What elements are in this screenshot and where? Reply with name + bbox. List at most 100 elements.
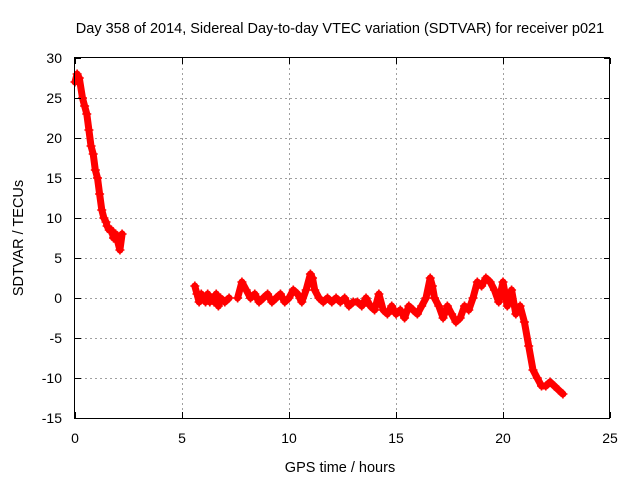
data-point <box>408 305 418 315</box>
data-point <box>101 217 111 227</box>
data-point <box>258 293 268 303</box>
data-point <box>361 293 371 303</box>
data-point <box>117 229 127 239</box>
data-point <box>425 273 435 283</box>
data-point <box>224 293 234 303</box>
data-point <box>99 213 109 223</box>
y-tick-label: -10 <box>42 370 62 386</box>
data-point <box>395 305 405 315</box>
data-point <box>502 301 512 311</box>
data-point <box>211 289 221 299</box>
data-point <box>241 285 251 295</box>
data-point <box>213 301 223 311</box>
data-point <box>549 381 559 391</box>
data-point <box>82 109 92 119</box>
data-point <box>378 305 388 315</box>
data-point <box>335 297 345 307</box>
data-point <box>263 289 273 299</box>
data-point <box>352 297 362 307</box>
data-point <box>511 309 521 319</box>
data-point <box>310 285 320 295</box>
data-point <box>97 205 107 215</box>
data-point <box>447 309 457 319</box>
data-point <box>370 305 380 315</box>
data-point <box>207 293 217 303</box>
y-tick-label: 0 <box>54 290 62 306</box>
data-point <box>489 285 499 295</box>
y-axis-label: SDTVAR / TECUs <box>11 180 27 296</box>
data-point <box>86 141 96 151</box>
y-tick-label: -5 <box>50 330 63 346</box>
data-point <box>254 297 264 307</box>
data-point <box>90 165 100 175</box>
data-point <box>515 301 525 311</box>
data-point <box>267 297 277 307</box>
y-tick-label: 10 <box>46 210 62 226</box>
data-point <box>74 73 84 83</box>
data-point <box>344 301 354 311</box>
data-point <box>365 301 375 311</box>
data-point <box>113 237 123 247</box>
data-point <box>95 189 105 199</box>
x-tick-label: 0 <box>71 430 79 446</box>
data-point <box>102 221 112 231</box>
data-point <box>190 281 200 291</box>
data-point <box>498 277 508 287</box>
data-point <box>314 293 324 303</box>
data-point <box>374 289 384 299</box>
data-point <box>455 313 465 323</box>
data-point <box>438 313 448 323</box>
data-point <box>472 277 482 287</box>
data-point <box>84 125 94 135</box>
data-point <box>288 285 298 295</box>
data-point <box>494 297 504 307</box>
x-tick-label: 10 <box>281 430 297 446</box>
data-point <box>280 297 290 307</box>
data-point <box>323 293 333 303</box>
data-point <box>558 389 568 399</box>
y-tick-label: -15 <box>42 410 62 426</box>
data-point <box>318 297 328 307</box>
data-point <box>284 293 294 303</box>
data-point <box>545 377 555 387</box>
data-point <box>237 277 247 287</box>
data-point <box>442 301 452 311</box>
data-point <box>427 281 437 291</box>
data-point <box>220 297 230 307</box>
data-point <box>417 301 427 311</box>
y-tick-label: 5 <box>54 250 62 266</box>
data-point <box>387 301 397 311</box>
data-point <box>477 281 487 291</box>
data-point <box>464 305 474 315</box>
x-tick-label: 25 <box>602 430 618 446</box>
grid-lines <box>75 58 610 418</box>
data-point <box>519 317 529 327</box>
y-tick-label: 25 <box>46 90 62 106</box>
data-point <box>382 309 392 319</box>
data-point <box>481 273 491 283</box>
x-tick-label: 20 <box>495 430 511 446</box>
plot-frame <box>74 57 610 419</box>
data-point <box>92 173 102 183</box>
data-point <box>430 293 440 303</box>
data-point <box>404 301 414 311</box>
data-point <box>524 341 534 351</box>
data-point <box>305 269 315 279</box>
data-point <box>293 289 303 299</box>
data-point <box>554 385 564 395</box>
data-point <box>271 293 281 303</box>
x-axis-label: GPS time / hours <box>285 460 395 476</box>
x-tick-label: 15 <box>388 430 404 446</box>
data-point <box>421 293 431 303</box>
axis-ticks: 0 5 10 15 20 25 30 25 20 15 10 5 0 -5 -10 -15 <box>42 50 618 446</box>
data-point <box>198 293 208 303</box>
data-point <box>468 293 478 303</box>
data-point <box>88 149 98 159</box>
data-point <box>391 309 401 319</box>
data-point <box>233 293 243 303</box>
data-point <box>297 297 307 307</box>
data-point <box>412 309 422 319</box>
data-point <box>209 297 219 307</box>
data-point <box>216 293 226 303</box>
